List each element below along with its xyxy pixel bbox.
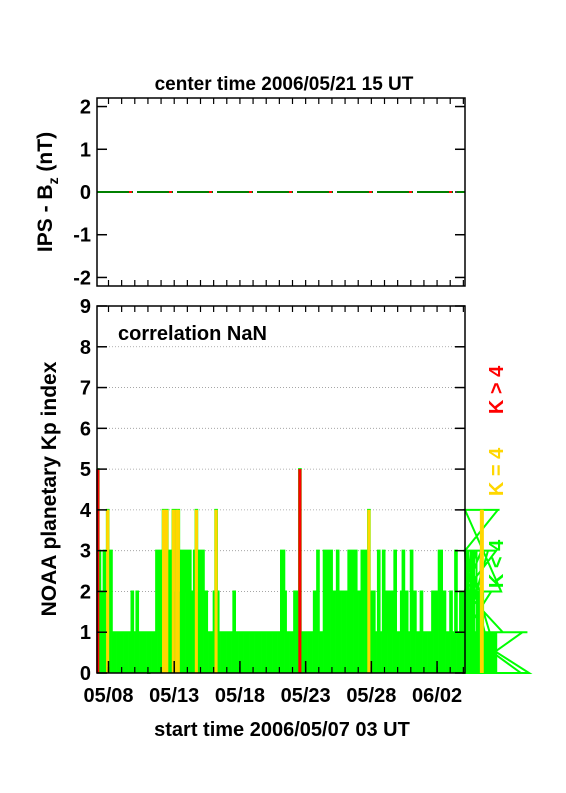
top-y-tick-label: -2 bbox=[73, 267, 91, 289]
top-y-axis-label: IPS - Bz (nT) bbox=[34, 132, 61, 252]
kp-y-tick-label: 8 bbox=[80, 337, 91, 359]
top-y-tick-label: -1 bbox=[73, 225, 91, 247]
kp-x-tick-label: 06/02 bbox=[412, 685, 462, 707]
top-plot-frame bbox=[96, 97, 466, 287]
kp-y-axis: 0 1 2 3 4 5 6 7 8 9 bbox=[80, 296, 465, 685]
kp-y-tick-label: 6 bbox=[80, 418, 91, 440]
kp-x-axis-label: start time 2006/05/07 03 UT bbox=[154, 719, 410, 741]
kp-y-tick-label: 7 bbox=[80, 378, 91, 400]
kp-x-tick-label: 05/23 bbox=[281, 685, 331, 707]
kp-x-tick-label: 05/08 bbox=[83, 685, 133, 707]
correlation-annotation: correlation NaN bbox=[118, 323, 267, 345]
top-y-axis: -2 -1 0 1 2 bbox=[73, 97, 465, 289]
kp-y-tick-label: 5 bbox=[80, 459, 91, 481]
kp-x-tick-label: 05/13 bbox=[149, 685, 199, 707]
kp-panel: 0 1 2 3 4 5 6 7 8 9 05/08 05/13 05/18 05/23 05/28 06/0… bbox=[80, 296, 533, 707]
kp-y-tick-label: 0 bbox=[80, 663, 91, 685]
top-y-tick-label: 2 bbox=[80, 97, 91, 119]
kp-x-tick-label: 05/18 bbox=[215, 685, 265, 707]
kp-y-axis-label: NOAA planetary Kp index bbox=[38, 361, 61, 616]
top-chart-title: center time 2006/05/21 15 UT bbox=[155, 74, 414, 95]
legend-k-less-4: K < 4 bbox=[486, 539, 508, 588]
kp-y-tick-label: 1 bbox=[80, 622, 91, 644]
kp-bars bbox=[96, 468, 533, 674]
kp-x-axis: 05/08 05/13 05/18 05/23 05/28 06/02 bbox=[83, 306, 464, 707]
kp-y-tick-label: 3 bbox=[80, 541, 91, 563]
legend-k-greater-4: K > 4 bbox=[486, 365, 508, 414]
bz-panel: -2 -1 0 1 2 bbox=[73, 97, 466, 289]
kp-x-tick-label: 05/28 bbox=[346, 685, 396, 707]
kp-y-tick-label: 2 bbox=[80, 581, 91, 603]
top-y-tick-label: 1 bbox=[80, 139, 91, 161]
legend-k-equal-4: K = 4 bbox=[486, 447, 508, 496]
top-y-tick-label: 0 bbox=[80, 182, 91, 204]
bottom-plot-frame bbox=[96, 305, 466, 674]
kp-y-tick-label: 9 bbox=[80, 296, 91, 318]
top-x-ticks bbox=[107, 98, 464, 286]
kp-y-tick-label: 4 bbox=[80, 500, 92, 522]
